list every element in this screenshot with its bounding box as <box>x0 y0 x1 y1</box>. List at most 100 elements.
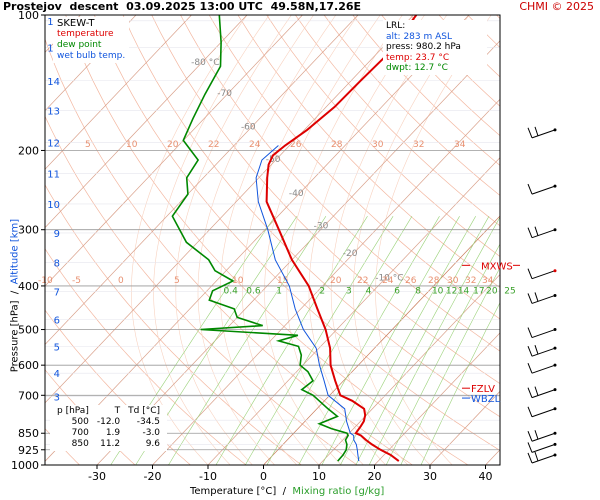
km-tick-label: 14 <box>47 77 60 88</box>
theta-e-label: 0 <box>118 276 124 286</box>
moist-adiabat <box>175 15 292 465</box>
theta-e-label: 5 <box>85 140 91 150</box>
wind-barb-dot <box>553 184 557 188</box>
wind-barb-dot <box>553 407 557 411</box>
profile-dew-point <box>171 15 350 462</box>
p-tick-label: 200 <box>18 144 39 157</box>
plot-frame <box>44 14 501 466</box>
theta-e-label: 32 <box>413 140 424 150</box>
isotherm <box>429 390 500 465</box>
wind-barb <box>527 442 557 453</box>
isotherm <box>374 332 500 465</box>
theta-e-label: 20 <box>330 276 342 286</box>
levels-table-header: p [hPa] T Td [°C] <box>53 406 164 417</box>
wind-barb-dot <box>553 328 557 332</box>
x-label-mixing-ratio: Mixing ratio [g/kg] <box>292 486 385 497</box>
sounding-profiles <box>171 15 418 462</box>
km-tick-label: 6 <box>54 316 60 327</box>
y-label-separator: / <box>9 290 21 295</box>
p-tick-label: 925 <box>18 444 39 457</box>
x-axis-label: Temperature [°C] / Mixing ratio [g/kg] <box>190 486 384 497</box>
mixing-ratio-label: 20 <box>486 286 498 296</box>
cell-temp: 11.2 <box>100 439 121 449</box>
header-dewpoint: Td [°C] <box>128 406 161 416</box>
lrl-info-box: LRL: alt: 283 m ASL press: 980.2 hPa tem… <box>383 20 487 75</box>
isotherm-label: -50 <box>266 155 281 165</box>
p-tick-label: 400 <box>18 280 39 293</box>
mixing-ratio-label: 4 <box>366 286 372 296</box>
mixing-ratio-label: 0.6 <box>246 286 261 296</box>
km-tick-label: 8 <box>54 259 60 270</box>
theta-e-label: 34 <box>482 276 494 286</box>
legend: SKEW-T temperature dew point wet bulb te… <box>53 17 130 63</box>
mixing-ratio-label: 17 <box>473 286 484 296</box>
km-tick-label: 9 <box>54 229 60 240</box>
cell-temp: -12.0 <box>96 417 121 427</box>
level-marker-label: MXWS <box>481 261 513 272</box>
theta-e-label: 10 <box>232 276 244 286</box>
table-row: 500 -12.0 -34.5 <box>53 417 164 428</box>
coords-label: 49.58N,17.26E <box>270 0 362 13</box>
theta-e-label: 30 <box>447 276 459 286</box>
wind-barb <box>527 345 557 357</box>
mixing-ratio-label: 0.4 <box>224 286 239 296</box>
isotherm-label: -80 °C <box>191 58 219 68</box>
theta-e-label: 15 <box>277 276 288 286</box>
dry-adiabat <box>295 15 500 227</box>
moist-adiabat <box>242 15 359 465</box>
level-marker-label: WBZL <box>471 394 501 405</box>
datetime-label: 03.09.2025 13:00 UTC <box>126 0 263 13</box>
p-tick-label: 300 <box>18 224 39 237</box>
theta-e-label: 5 <box>174 276 180 286</box>
wind-barb <box>527 292 557 304</box>
cell-dewpoint: -34.5 <box>136 417 161 427</box>
theta-e-label: 28 <box>331 140 343 150</box>
moist-adiabat <box>330 15 448 465</box>
wind-barb <box>527 362 557 374</box>
km-tick-label: 11 <box>47 169 60 180</box>
cell-pressure: 700 <box>71 428 89 438</box>
wind-barb-dot <box>553 293 557 297</box>
km-tick-label: 13 <box>47 106 60 117</box>
isotherm <box>45 15 248 229</box>
dry-adiabat <box>266 15 500 257</box>
theta-e-label: 22 <box>208 140 219 150</box>
lrl-title: LRL: <box>386 21 406 31</box>
wind-barb-dot <box>553 453 557 457</box>
mixing-ratio-label: 6 <box>394 286 400 296</box>
dry-adiabat <box>496 15 500 19</box>
cell-pressure: 500 <box>71 417 89 427</box>
wind-barb <box>527 226 557 239</box>
x-tick-label: 40 <box>479 470 493 483</box>
mode-label: descent <box>69 0 119 13</box>
mixing-ratio-line <box>355 216 490 465</box>
km-tick-label: 7 <box>54 288 60 299</box>
wind-barb <box>527 126 557 139</box>
theta-e-label: 22 <box>357 276 368 286</box>
isotherm <box>485 449 500 465</box>
p-tick-label: 700 <box>18 389 39 402</box>
km-tick-label: 10 <box>47 200 60 211</box>
legend-item-wet-bulb: wet bulb temp. <box>57 51 126 61</box>
header-temp: T <box>114 406 121 416</box>
isotherm-label: -60 <box>241 123 256 133</box>
mixing-ratio-label: 3 <box>346 286 352 296</box>
isotherm <box>45 15 359 345</box>
lrl-temperature: temp: 23.7 °C <box>386 52 450 63</box>
header-pressure: p [hPa] <box>57 406 89 416</box>
levels-table: p [hPa] T Td [°C] 500 -12.0 -34.5 700 1.… <box>50 405 168 451</box>
wind-barb <box>527 386 557 399</box>
wind-barb <box>527 183 557 195</box>
x-label-separator: / <box>282 486 287 497</box>
dry-adiabat <box>438 15 500 78</box>
x-tick-label: -30 <box>88 470 106 483</box>
wind-barb <box>527 327 557 339</box>
dry-adiabat <box>151 15 500 385</box>
lrl-pressure: press: 980.2 hPa <box>386 42 461 52</box>
dry-adiabat <box>180 15 500 352</box>
wind-barb-dot <box>553 388 557 392</box>
p-tick-label: 500 <box>18 324 39 337</box>
isotherm <box>207 157 500 465</box>
wind-barb-dot <box>553 363 557 367</box>
